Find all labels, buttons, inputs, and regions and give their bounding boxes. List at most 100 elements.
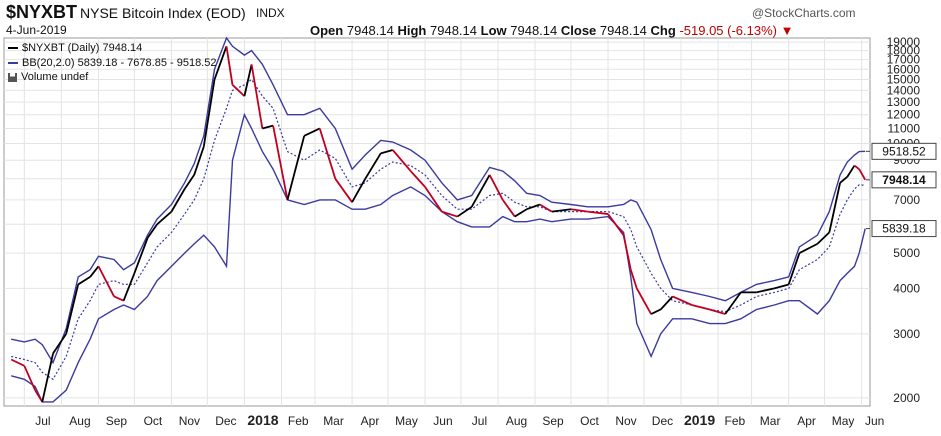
copyright-label[interactable]: @StockCharts.com [752,6,856,20]
open-value: 7948.14 [346,23,394,38]
price-segment [846,165,856,178]
axis-layer: 2000300040005000600070008000900010000110… [35,35,937,428]
price-segment [41,353,54,403]
price-segment [410,170,426,188]
y-tick-label: 14000 [887,83,921,97]
price-segment [23,365,36,391]
lower-band-label-box [871,220,937,238]
price-segment [202,79,216,147]
x-tick-label: May [395,414,418,428]
close-value: 7948.14 [599,23,647,38]
price-segment [470,174,491,208]
price-segment [456,206,473,218]
price-segment [334,178,353,203]
price-segment [858,168,866,181]
price-segment [262,124,274,130]
chart-full-name: NYSE Bitcoin Index (EOD) [80,5,246,21]
price-segment [318,128,337,180]
chg-value: -519.05 (-6.13%) [679,23,777,38]
price-segment [380,149,393,155]
price-segment [231,84,246,97]
price-segment [193,146,205,176]
close-label: Close [560,23,597,38]
upper-band-label-box [871,142,937,160]
price-segment [286,135,306,201]
y-tick-label: 7000 [893,193,920,207]
x-tick-label: Oct [580,414,599,428]
price-segment [243,64,253,97]
y-tick-label: 15000 [887,72,921,86]
exchange-label: INDX [256,6,285,20]
legend-volume: Volume undef [8,71,88,83]
price-segment [303,127,321,137]
price-segment [146,223,158,239]
x-tick-label: Feb [288,414,309,428]
price-segment [629,269,638,289]
x-tick-label: Jun [865,414,884,428]
down-arrow-icon: ▼ [780,23,794,38]
price-segment [514,208,528,218]
price-segment [122,272,136,302]
price-segment [52,333,67,354]
x-tick-label: Jul [472,414,487,428]
price-segment [156,210,173,225]
y-tick-label: 17000 [887,53,921,67]
price-segment [133,237,149,274]
legend-bb-text: BB(20,2.0) 5839.18 - 7678.85 - 9518.52 [22,57,217,69]
grid-layer [3,37,871,407]
price-segment [97,265,115,297]
x-tick-label: Nov [615,414,636,428]
high-value: 7948.14 [430,23,477,38]
y-tick-label: 4000 [893,281,920,295]
y-tick-label: 18000 [887,44,921,58]
price-segment [816,231,830,245]
price-segment [364,152,382,180]
price-segment [724,291,742,315]
x-tick-label: Jul [35,414,50,428]
x-tick-label: Apr [361,414,380,428]
price-segment [587,210,609,215]
price-segment [77,276,91,286]
close-price-label-box [871,171,937,189]
x-tick-label: Mar [323,414,344,428]
bb-middle-line [11,78,866,381]
legend-price-text: $NYXBT (Daily) 7948.14 [22,42,143,54]
price-segment [441,210,458,218]
price-segment [351,178,367,203]
x-tick-label: 2019 [684,412,715,428]
price-segment [551,208,572,213]
price-segment [213,46,228,80]
price-segment [488,174,504,201]
plot-frame [3,37,871,407]
price-segment [225,46,234,85]
price-segment [660,295,674,311]
legend-volume-text: Volume undef [21,71,89,83]
price-swatch [8,47,18,49]
y-tick-label: 11000 [888,121,921,135]
chart-symbol: $NYXBT [6,2,78,22]
y-tick-label: 2000 [893,391,920,405]
x-tick-label: Dec [652,414,673,428]
price-segment [392,149,412,172]
price-segment [672,295,693,306]
x-tick-label: Jun [433,414,452,428]
y-tick-label: 3000 [893,327,920,341]
x-tick-label: Nov [179,414,200,428]
upper-band-label-text: 9518.52 [882,144,926,158]
x-tick-label: Sep [542,414,564,428]
price-segment [170,188,186,213]
price-segment [787,252,801,285]
price-segment [853,164,860,170]
price-segment [183,174,195,190]
date-label: 4-Jun-2019 [6,23,67,37]
x-tick-label: Oct [144,414,163,428]
price-segment [828,182,841,233]
price-segment [89,265,100,278]
bb-upper-line [11,36,866,365]
volume-icon [8,72,17,82]
y-tick-label: 12000 [887,108,921,122]
price-segment [113,295,124,302]
y-tick-label: 19000 [887,35,921,49]
